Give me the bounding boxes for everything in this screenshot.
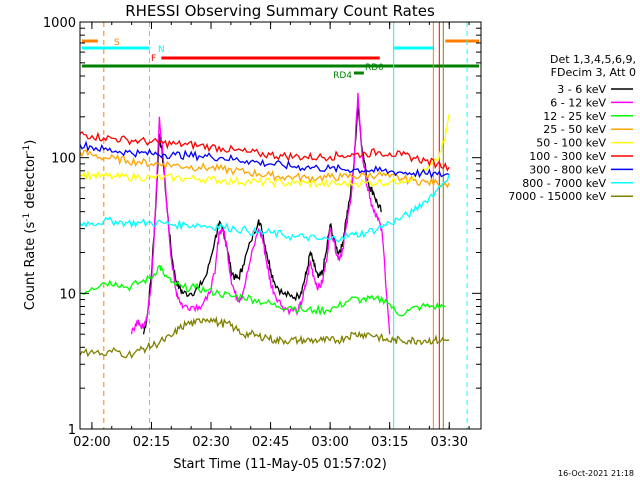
legend-entry: 100 - 300 keV xyxy=(529,150,606,163)
legend-entry: 3 - 6 keV xyxy=(557,83,606,96)
flag-label: S xyxy=(114,38,120,48)
chart-title: RHESSI Observing Summary Count Rates xyxy=(125,2,435,20)
y-axis-label: Count Rate (s-1 detector-1) xyxy=(22,140,38,311)
flag-label: RD4 xyxy=(333,71,352,81)
x-tick-label: 02:30 xyxy=(192,435,229,450)
series-line-8 xyxy=(79,315,450,359)
legend-entry: 800 - 7000 keV xyxy=(522,177,606,190)
x-tick-label: 03:15 xyxy=(371,435,408,450)
vertical-markers xyxy=(103,22,468,429)
legend-entry: 6 - 12 keV xyxy=(550,96,606,109)
x-tick-label: 02:00 xyxy=(73,435,110,450)
legend-entry: 25 - 50 keV xyxy=(543,123,606,136)
legend-header: Det 1,3,4,5,6,9, xyxy=(550,53,636,66)
legend-header: FDecim 3, Att 0 xyxy=(551,66,636,79)
legend-entry: 300 - 800 keV xyxy=(529,163,606,176)
timestamp: 16-Oct-2021 21:18 xyxy=(558,469,634,478)
y-tick-label: 1 xyxy=(68,423,76,438)
series-line-4 xyxy=(79,113,450,189)
series-line-0 xyxy=(142,103,382,335)
series-line-5 xyxy=(79,131,450,172)
y-tick-label: 1000 xyxy=(43,16,76,31)
axes-group: 02:00 02:15 02:30 02:45 03:00 03:15 03:30 1 10 10… xyxy=(43,16,481,450)
x-axis-label: Start Time (11-May-05 01:57:02) xyxy=(173,457,387,472)
series-line-2 xyxy=(79,264,446,317)
plot-frame xyxy=(79,21,482,430)
series-group xyxy=(79,92,450,359)
flag-label: N xyxy=(158,45,165,55)
legend: Det 1,3,4,5,6,9,FDecim 3, Att 0 3 - 6 keV… xyxy=(508,53,636,203)
x-tick-label: 02:15 xyxy=(133,435,170,450)
series-line-6 xyxy=(79,140,450,179)
flag-label: F xyxy=(151,54,156,64)
y-tick-label: 10 xyxy=(59,287,76,302)
flag-bars: S NF RD0 RD4 xyxy=(82,38,479,81)
x-tick-label: 03:00 xyxy=(311,435,348,450)
x-tick-label: 02:45 xyxy=(252,435,289,450)
y-tick-label: 100 xyxy=(51,152,76,167)
flag-label: RD0 xyxy=(365,63,384,73)
legend-entry: 7000 - 15000 keV xyxy=(508,190,606,203)
x-tick-label: 03:30 xyxy=(431,435,468,450)
series-line-7 xyxy=(79,174,450,243)
series-line-1 xyxy=(130,92,391,335)
legend-entry: 50 - 100 keV xyxy=(536,137,606,150)
legend-entry: 12 - 25 keV xyxy=(543,110,606,123)
